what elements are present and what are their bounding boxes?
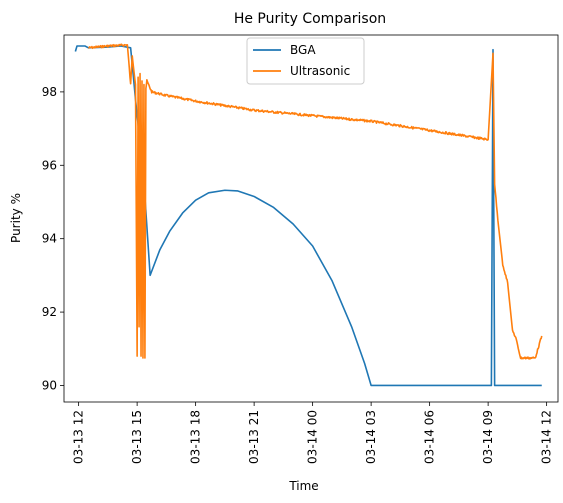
legend-label-ultrasonic: Ultrasonic <box>290 64 350 78</box>
series-layer <box>74 43 543 387</box>
y-axis: 90 92 94 96 98 <box>42 85 64 392</box>
legend-label-bga: BGA <box>290 43 316 57</box>
x-tick-label: 03-14 06 <box>423 410 437 464</box>
x-tick-label: 03-13 18 <box>189 410 203 464</box>
x-tick-label: 03-13 12 <box>72 410 86 464</box>
x-tick-label: 03-14 00 <box>306 410 320 464</box>
x-axis: 03-13 12 03-13 15 03-13 18 03-13 21 03-14 00… <box>72 402 554 464</box>
x-tick-label: 03-14 03 <box>364 410 378 464</box>
y-tick-label: 96 <box>42 158 57 172</box>
y-tick-label: 90 <box>42 378 57 392</box>
y-tick-label: 94 <box>42 232 57 246</box>
chart-title: He Purity Comparison <box>234 11 386 27</box>
plot-frame <box>63 34 559 403</box>
x-axis-label: Time <box>288 479 318 493</box>
y-tick-label: 98 <box>42 85 57 99</box>
series-line-ultrasonic <box>88 43 543 360</box>
x-tick-label: 03-14 12 <box>540 410 554 464</box>
y-axis-label: Purity % <box>9 193 23 243</box>
legend: BGA Ultrasonic <box>246 37 365 85</box>
x-tick-label: 03-13 15 <box>130 410 144 464</box>
x-tick-label: 03-13 21 <box>247 410 261 464</box>
x-tick-label: 03-14 09 <box>481 410 495 464</box>
y-tick-label: 92 <box>42 305 57 319</box>
